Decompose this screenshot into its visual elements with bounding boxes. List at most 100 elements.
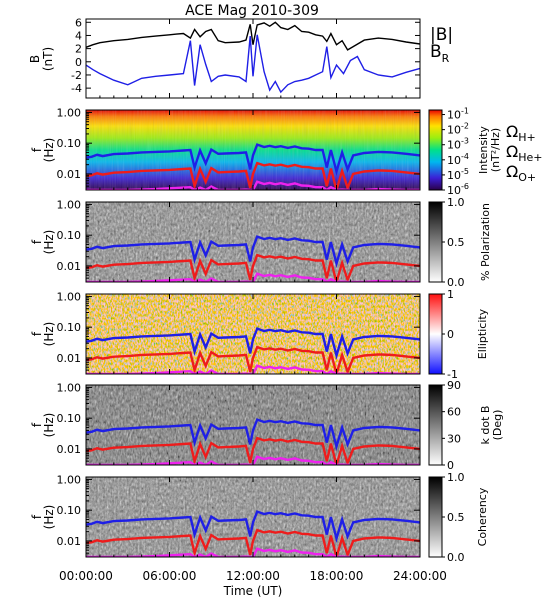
ytick-label: 0.01 bbox=[57, 168, 82, 181]
colorbar-tick-base: 10 bbox=[447, 184, 461, 197]
ytick-label: 2 bbox=[75, 43, 82, 56]
x-axis-label: Time (UT) bbox=[223, 584, 283, 598]
colorbar-tick-exp: -1 bbox=[461, 107, 469, 116]
ytick-label: 0.10 bbox=[57, 504, 82, 517]
legend-he-plus-sub: He+ bbox=[518, 151, 542, 164]
panel-ellipticity-yunit: (Hz) bbox=[42, 322, 56, 347]
colorbar-coherency-label: Coherency bbox=[476, 487, 489, 546]
colorbar-tick-base: 10 bbox=[447, 154, 461, 167]
colorbar-tick-label: 10-6 bbox=[447, 182, 469, 197]
panel-bfield-ylabel: B bbox=[28, 55, 42, 63]
colorbar-tick-label: 0 bbox=[447, 328, 454, 341]
xtick-label: 12:00:00 bbox=[226, 569, 280, 583]
colorbar-kdotb bbox=[428, 384, 443, 466]
legend-h-plus-sub: H+ bbox=[518, 131, 536, 144]
ohe-line bbox=[86, 161, 420, 190]
ytick-label: 1.00 bbox=[57, 198, 82, 211]
colorbar-tick-label: -1 bbox=[447, 368, 458, 381]
panel-kdotb-yunit: (Hz) bbox=[42, 413, 56, 438]
ohe-line bbox=[86, 436, 420, 465]
ohp-line bbox=[86, 143, 420, 176]
colorbar-tick-label: 10-3 bbox=[447, 137, 469, 152]
colorbar-tick-label: 0 bbox=[447, 459, 454, 472]
colorbar-intensity-label: Intensity bbox=[477, 126, 490, 174]
panel-bfield-yunit: (nT) bbox=[41, 47, 55, 71]
colorbar-tick-label: 10-2 bbox=[447, 122, 469, 137]
ytick-label: 0.10 bbox=[57, 321, 82, 334]
colorbar-tick-base: 10 bbox=[447, 109, 461, 122]
panel-coherency-ylabel: f bbox=[30, 514, 44, 519]
series-br-line bbox=[85, 34, 421, 94]
ytick-label: 0.10 bbox=[57, 137, 82, 150]
panel-polarization-yunit: (Hz) bbox=[42, 230, 56, 255]
ohe-line bbox=[86, 528, 420, 557]
panel-polarization-ylabel: f bbox=[30, 239, 44, 244]
colorbar-intensity bbox=[428, 109, 443, 191]
colorbar-tick-label: 90 bbox=[447, 379, 461, 392]
ytick-label: 1.00 bbox=[57, 473, 82, 486]
ytick-label: 1.00 bbox=[57, 290, 82, 303]
colorbar-intensity-unit: (nT²/Hz) bbox=[489, 128, 502, 172]
ytick-label: 0.10 bbox=[57, 412, 82, 425]
panel-bfield-frame bbox=[85, 18, 421, 99]
ohe-line bbox=[86, 253, 420, 282]
ohp-line bbox=[86, 510, 420, 543]
colorbar-tick-exp: -4 bbox=[461, 152, 469, 161]
panel-coherency-yunit: (Hz) bbox=[42, 505, 56, 530]
colorbar-tick-label: 10-5 bbox=[447, 167, 469, 182]
time-axis: 00:00:00 06:00:00 12:00:00 18:00:00 24:00:00 bbox=[59, 19, 447, 583]
colorbar-polarization-label: % Polarization bbox=[479, 203, 492, 281]
legend-br-label: B bbox=[430, 42, 442, 62]
figure-title: ACE Mag 2010-309 bbox=[185, 3, 319, 19]
legend-btot: |B| bbox=[430, 25, 453, 45]
ytick-label: 1.00 bbox=[57, 381, 82, 394]
colorbar-tick-label: 0.0 bbox=[447, 276, 465, 289]
colorbar-kdotb-unit: (Deg) bbox=[491, 410, 504, 441]
panel-ellipticity: 0.01 0.10 1.00 f (Hz) -1 0 1 Ellipticity bbox=[30, 288, 489, 381]
colorbar-tick-base: 10 bbox=[447, 139, 461, 152]
series-btot-line bbox=[85, 21, 421, 51]
panel-polarization: 0.01 0.10 1.00 f (Hz) 0.0 0.5 1.0 % Polariza… bbox=[30, 196, 492, 289]
legend-o-plus-symbol: Ω bbox=[506, 162, 518, 181]
colorbar-tick-label: 60 bbox=[447, 406, 461, 419]
ytick-label: 0 bbox=[75, 56, 82, 69]
colorbar-tick-exp: -3 bbox=[461, 137, 469, 146]
colorbar-tick-exp: -5 bbox=[461, 167, 469, 176]
colorbar-tick-label: 0.5 bbox=[447, 236, 465, 249]
colorbar-tick-exp: -2 bbox=[461, 122, 469, 131]
colorbar-tick-label: 1 bbox=[447, 288, 454, 301]
ohe-line bbox=[86, 345, 420, 374]
ytick-label: -2 bbox=[71, 69, 82, 82]
colorbar-ellipticity bbox=[428, 293, 443, 375]
colorbar-polarization bbox=[428, 201, 443, 283]
colorbar-tick-label: 10-4 bbox=[447, 152, 469, 167]
xtick-label: 18:00:00 bbox=[310, 569, 364, 583]
ytick-label: 0.01 bbox=[57, 352, 82, 365]
colorbar-tick-exp: -6 bbox=[461, 182, 469, 191]
ytick-label: 1.00 bbox=[57, 106, 82, 119]
colorbar-tick-label: 0.0 bbox=[447, 551, 465, 564]
panel-intensity: 0.010.101.00 f (Hz) 10-610-510-410-310-2… bbox=[30, 106, 543, 197]
colorbar-tick-base: 10 bbox=[447, 124, 461, 137]
panel-intensity-yunit: (Hz) bbox=[42, 138, 56, 163]
ohp-line bbox=[86, 235, 420, 268]
legend-br-sub: R bbox=[442, 52, 450, 65]
ytick-label: 0.01 bbox=[57, 260, 82, 273]
colorbar-tick-label: 10-1 bbox=[447, 107, 469, 122]
xtick-label: 24:00:00 bbox=[393, 569, 447, 583]
panel-kdotb-ylabel: f bbox=[30, 422, 44, 427]
panel-coherency: 0.01 0.10 1.00 f (Hz) 0.0 0.5 1.0 Coherency bbox=[30, 471, 489, 564]
legend-br: BR bbox=[430, 42, 450, 65]
legend-o-plus: ΩO+ bbox=[506, 162, 536, 184]
ytick-label: 4 bbox=[75, 29, 82, 42]
colorbar-tick-base: 10 bbox=[447, 169, 461, 182]
ohp-line bbox=[86, 327, 420, 360]
colorbar-coherency bbox=[428, 476, 443, 558]
ytick-label: 0.10 bbox=[57, 229, 82, 242]
colorbar-tick-label: 30 bbox=[447, 432, 461, 445]
colorbar-ellipticity-label: Ellipticity bbox=[476, 308, 489, 359]
legend-he-plus-symbol: Ω bbox=[506, 142, 518, 161]
panel-kdotb: 0.01 0.10 1.00 f (Hz) 0 30 60 90 k dot B (Deg… bbox=[30, 379, 504, 472]
